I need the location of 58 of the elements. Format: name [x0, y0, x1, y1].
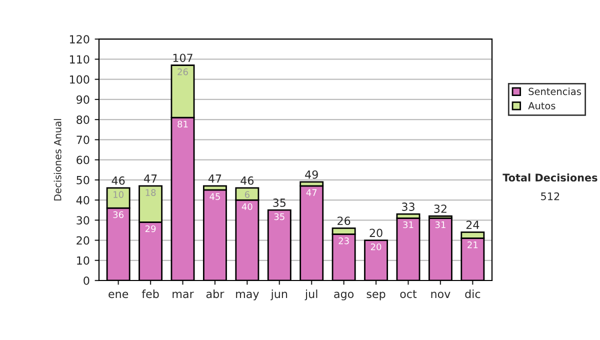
- y-tick-label: 110: [70, 55, 90, 64]
- y-tick-label: 20: [76, 236, 90, 245]
- y-tick-label: 0: [84, 276, 90, 285]
- y-tick-label: 40: [76, 196, 90, 204]
- x-tick-label: jun: [270, 290, 288, 300]
- y-axis-title: Decisiones Anual: [54, 119, 62, 200]
- y-tick-label: 100: [70, 75, 90, 84]
- y-tick-label: 70: [76, 136, 90, 144]
- data-label: 26: [178, 68, 188, 76]
- legend-label: Autos: [528, 102, 556, 110]
- y-tick-label: 30: [76, 216, 90, 225]
- y-tick-label: 80: [76, 116, 90, 124]
- data-label: 10: [114, 191, 124, 198]
- total-label: 20: [370, 228, 382, 238]
- data-label: 18: [146, 189, 156, 196]
- data-label: 31: [435, 221, 446, 228]
- total-label: 46: [112, 176, 125, 185]
- text: 512: [541, 192, 560, 200]
- total-label: 33: [402, 202, 414, 211]
- data-label: 45: [210, 193, 220, 200]
- text: Total Decisiones: [502, 173, 598, 182]
- x-tick-label: ago: [334, 292, 354, 300]
- data-label: 21: [468, 241, 478, 248]
- data-label: 36: [113, 211, 124, 218]
- x-tick-label: may: [236, 292, 259, 300]
- data-label: 23: [338, 237, 349, 244]
- data-label: 47: [306, 189, 317, 196]
- total-label: 47: [208, 174, 222, 183]
- y-tick-label: 10: [77, 256, 90, 265]
- x-tick-label: abr: [206, 290, 224, 298]
- total-label: 49: [305, 170, 318, 179]
- total-label: 24: [466, 220, 480, 229]
- x-tick-label: mar: [172, 292, 194, 298]
- data-label: 29: [145, 225, 156, 232]
- x-tick-label: dic: [465, 290, 480, 298]
- data-label: 35: [274, 213, 284, 220]
- total-label: 35: [273, 198, 286, 207]
- y-tick-label: 90: [76, 95, 90, 104]
- total-label: 107: [173, 54, 192, 62]
- legend-label: Sentencias: [528, 88, 581, 96]
- x-tick-label: sep: [366, 292, 386, 300]
- x-tick-label: jul: [304, 290, 318, 300]
- data-label: 20: [370, 243, 382, 250]
- x-tick-label: feb: [142, 290, 159, 298]
- data-label: 40: [242, 203, 252, 210]
- x-tick-label: ene: [108, 292, 128, 298]
- data-label: 6: [244, 191, 250, 198]
- data-label: 81: [178, 120, 188, 128]
- x-tick-label: nov: [431, 292, 450, 298]
- total-label: 32: [434, 204, 446, 213]
- y-tick-label: 60: [76, 156, 90, 164]
- total-label: 47: [144, 174, 157, 183]
- data-label: 31: [403, 221, 414, 228]
- y-tick-label: 50: [76, 176, 90, 184]
- x-tick-label: oct: [400, 290, 417, 298]
- y-tick-label: 120: [70, 35, 90, 44]
- total-label: 26: [338, 216, 350, 226]
- total-label: 46: [240, 176, 254, 185]
